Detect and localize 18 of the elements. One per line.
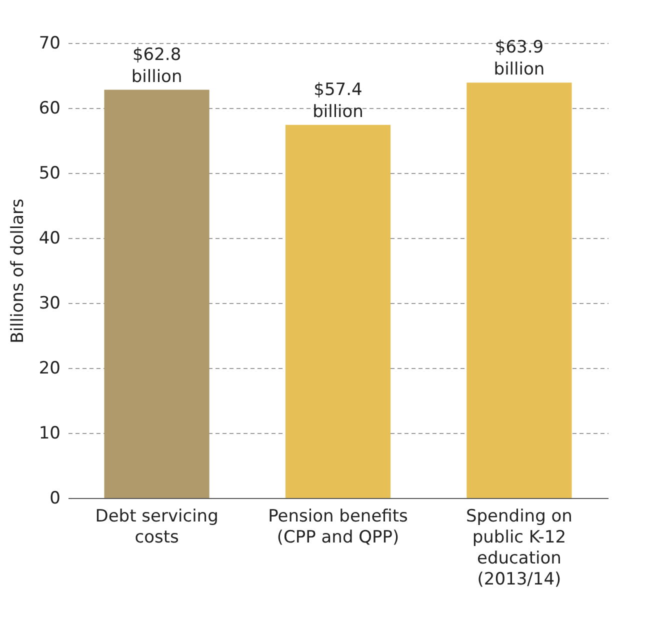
y-tick-label: 70 (38, 34, 60, 54)
y-axis-title: Billions of dollars (8, 198, 28, 344)
bar (285, 124, 391, 498)
x-tick-label: Debt servicing costs (95, 506, 218, 548)
bar (104, 90, 210, 498)
y-tick-label: 30 (38, 294, 60, 314)
y-tick-label: 60 (38, 98, 60, 118)
x-tick-label: Pension benefits (CPP and QPP) (268, 506, 408, 548)
y-tick-label: 10 (38, 424, 60, 444)
data-label: $63.9 billion (494, 38, 545, 80)
y-tick-label: 40 (38, 228, 60, 248)
bar (466, 82, 572, 498)
data-label: $62.8 billion (131, 44, 182, 87)
y-tick-label: 0 (50, 488, 60, 508)
data-label: $57.4 billion (312, 80, 364, 122)
y-tick-label: 20 (38, 358, 60, 378)
y-tick-label: 50 (38, 164, 60, 184)
x-tick-label: Spending on public K-12 education (2013/14) (466, 506, 572, 590)
